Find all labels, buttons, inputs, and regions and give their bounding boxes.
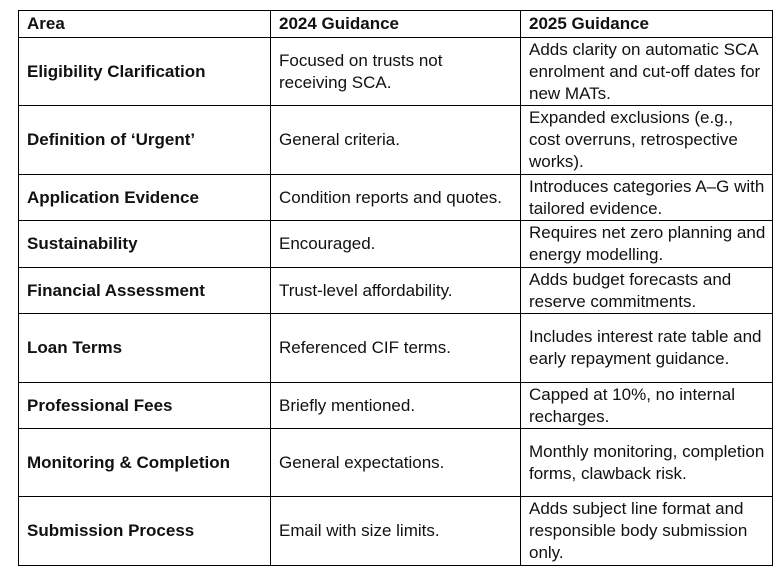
guidance-cell: Includes interest rate table and early r… — [520, 313, 773, 383]
area-cell: Application Evidence — [18, 174, 271, 221]
guidance-cell: Condition reports and quotes. — [270, 174, 521, 221]
table-row: Eligibility Clarification Focused on trus… — [18, 37, 773, 106]
guidance-cell: Requires net zero planning and energy mo… — [520, 220, 773, 268]
guidance-cell: Email with size limits. — [270, 496, 521, 566]
table-row: Loan Terms Referenced CIF terms. Includes … — [18, 313, 773, 383]
table-row: Financial Assessment Trust-level affordab… — [18, 267, 773, 314]
guidance-cell: Introduces categories A–G with tailored … — [520, 174, 773, 221]
guidance-cell: Expanded exclusions (e.g., cost overruns… — [520, 105, 773, 175]
guidance-cell: Adds budget forecasts and reserve commit… — [520, 267, 773, 314]
header-row: Area 2024 Guidance 2025 Guidance — [18, 10, 773, 38]
area-cell: Professional Fees — [18, 382, 271, 429]
area-cell: Definition of ‘Urgent’ — [18, 105, 271, 175]
guidance-cell: General criteria. — [270, 105, 521, 175]
area-cell: Financial Assessment — [18, 267, 271, 314]
guidance-cell: Adds subject line format and responsible… — [520, 496, 773, 566]
guidance-cell: Capped at 10%, no internal recharges. — [520, 382, 773, 429]
table-row: Submission Process Email with size limits… — [18, 496, 773, 566]
table-row: Professional Fees Briefly mentioned. Cappe… — [18, 382, 773, 429]
table-body: Eligibility Clarification Focused on trus… — [18, 37, 773, 566]
header-cell: 2024 Guidance — [270, 10, 521, 38]
guidance-cell: Adds clarity on automatic SCA enrolment … — [520, 37, 773, 106]
guidance-cell: General expectations. — [270, 428, 521, 497]
guidance-cell: Encouraged. — [270, 220, 521, 268]
table-row: Application Evidence Condition reports an… — [18, 174, 773, 221]
guidance-cell: Referenced CIF terms. — [270, 313, 521, 383]
guidance-cell: Monthly monitoring, completion forms, cl… — [520, 428, 773, 497]
header-cell: Area — [18, 10, 271, 38]
comparison-table: Area 2024 Guidance 2025 Guidance Eligibili… — [18, 10, 773, 566]
table-header: Area 2024 Guidance 2025 Guidance — [18, 10, 773, 38]
area-cell: Submission Process — [18, 496, 271, 566]
area-cell: Eligibility Clarification — [18, 37, 271, 106]
area-cell: Sustainability — [18, 220, 271, 268]
table-row: Sustainability Encouraged. Requires net ze… — [18, 220, 773, 268]
table-row: Definition of ‘Urgent’ General criteria. E… — [18, 105, 773, 175]
header-cell: 2025 Guidance — [520, 10, 773, 38]
guidance-cell: Trust-level affordability. — [270, 267, 521, 314]
table-row: Monitoring & Completion General expectati… — [18, 428, 773, 497]
area-cell: Loan Terms — [18, 313, 271, 383]
table-container: Area 2024 Guidance 2025 Guidance Eligibili… — [18, 10, 773, 566]
area-cell: Monitoring & Completion — [18, 428, 271, 497]
guidance-cell: Focused on trusts not receiving SCA. — [270, 37, 521, 106]
guidance-cell: Briefly mentioned. — [270, 382, 521, 429]
